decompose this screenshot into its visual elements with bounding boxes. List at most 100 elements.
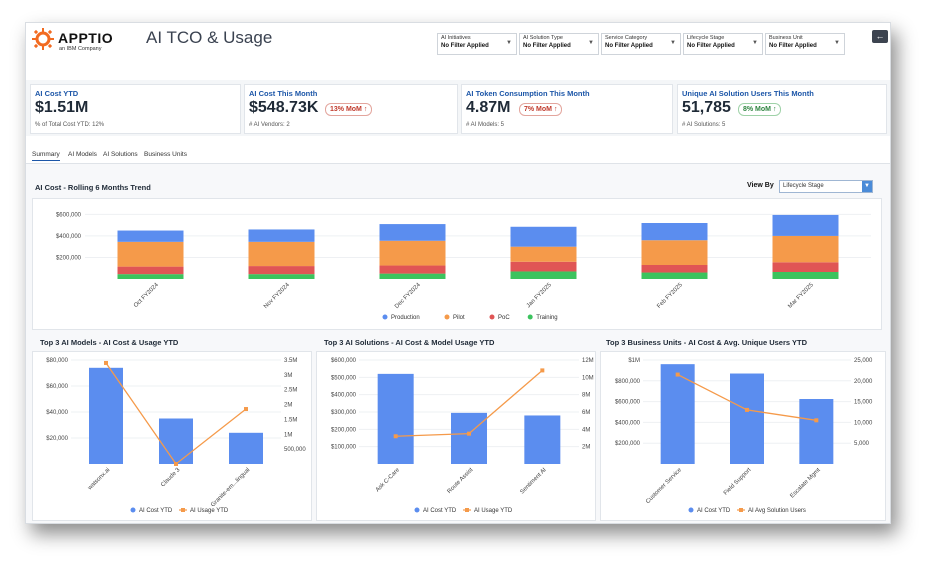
legend-marker [130,507,136,513]
bar-segment-pilot [772,235,839,263]
y-left-tick-label: $100,000 [331,445,357,451]
arrow-left-icon: ← [875,31,885,41]
kpi-subtext: # AI Models: 5 [466,122,505,128]
y-left-tick-label: $60,000 [46,384,68,390]
line-point [174,462,178,466]
bar-segment-training [248,274,315,279]
y-left-tick-label: $600,000 [615,400,641,406]
legend-marker [382,314,388,320]
filter-value: No Filter Applied [687,43,735,49]
y-right-tick-label: 500,000 [284,447,306,453]
tab-ai-models[interactable]: AI Models [68,151,97,158]
filter-ai-initiatives[interactable]: AI Initiatives No Filter Applied ▼ [437,33,517,55]
tab-bar: Summary AI Models AI Solutions Business … [26,149,890,164]
bar [89,367,123,464]
y-right-tick-label: 25,000 [854,358,873,364]
view-by-select[interactable]: Lifecycle Stage ▼ [779,180,873,193]
business-units-chart-title: Top 3 Business Units - AI Cost & Avg. Un… [606,338,808,347]
bar-segment-production [641,223,708,241]
legend-marker [181,508,185,512]
chevron-down-icon: ▼ [752,40,758,46]
y-right-tick-label: 1M [284,432,292,438]
filter-value: No Filter Applied [769,43,817,49]
tab-business-units[interactable]: Business Units [144,151,187,158]
legend-label: AI Cost YTD [423,508,457,514]
bar-segment-poc [117,266,184,275]
bar-segment-pilot [248,241,315,267]
legend-label: Production [391,315,420,321]
header-bar: APPTIO an IBM Company AI TCO & Usage AI … [26,23,890,63]
y-right-tick-label: 2.5M [284,388,297,394]
line-point [540,368,545,373]
y-right-tick-label: 6M [582,410,590,416]
kpi-subtext: # AI Vendors: 2 [249,122,290,128]
line-point [814,418,819,423]
logo-wordmark: APPTIO [58,30,114,46]
kpi-ai-cost-ytd: AI Cost YTD $1.51M % of Total Cost YTD: … [30,84,241,134]
kpi-value: 51,785 [682,99,731,116]
chevron-down-icon: ▼ [862,181,872,192]
filter-label: AI Initiatives [441,35,471,41]
bar [229,432,263,464]
kpi-ai-token-consumption: AI Token Consumption This Month 4.87M 7%… [461,84,673,134]
business-units-chart-panel: $200,000 $400,000 $600,000 $800,000 $1M 5,000… [600,351,886,521]
filter-label: Lifecycle Stage [687,35,725,41]
legend-label: AI Avg Solution Users [748,508,806,514]
x-tick-label: Sentiment AI [519,467,548,496]
y-tick-label: $400,000 [56,234,82,240]
legend-label: Pilot [453,315,465,321]
x-tick-label: Granite-em...lingual [210,467,251,508]
y-right-tick-label: 10,000 [854,420,873,426]
tab-ai-solutions[interactable]: AI Solutions [103,151,138,158]
kpi-unique-users: Unique AI Solution Users This Month 51,7… [677,84,887,134]
bar-segment-training [510,271,577,279]
kpi-value: $1.51M [35,99,89,116]
view-by-value: Lifecycle Stage [783,183,824,189]
kpi-title: AI Token Consumption This Month [466,89,590,98]
line-point [675,372,680,377]
line-point [104,360,108,365]
bar-segment-poc [641,265,708,273]
trend-chart-title: AI Cost - Rolling 6 Months Trend [35,183,151,192]
filter-ai-solution-type[interactable]: AI Solution Type No Filter Applied ▼ [519,33,599,55]
filter-lifecycle-stage[interactable]: Lifecycle Stage No Filter Applied ▼ [683,33,763,55]
bar-segment-training [641,272,708,279]
filter-value: No Filter Applied [523,43,571,49]
kpi-value: $548.73K [249,99,319,116]
back-button[interactable]: ← [872,30,888,43]
mom-badge: 7% MoM ↑ [519,103,563,116]
y-right-tick-label: 2M [582,445,590,451]
bar-segment-training [117,274,184,279]
legend-marker [527,314,533,320]
bar-segment-poc [248,266,315,275]
legend-marker [489,314,495,320]
x-tick-label: Customer Service [645,467,683,505]
y-left-tick-label: $400,000 [331,393,357,399]
legend-marker [688,507,694,513]
filter-business-unit[interactable]: Business Unit No Filter Applied ▼ [765,33,845,55]
mom-badge: 8% MoM ↑ [738,103,782,116]
y-right-tick-label: 8M [582,393,590,399]
kpi-subtext: % of Total Cost YTD: 12% [35,122,105,128]
y-left-tick-label: $200,000 [331,427,357,433]
x-tick-label: Jan FY2025 [526,282,554,310]
legend-label: Training [536,315,557,321]
bar-segment-pilot [379,240,446,266]
y-left-tick-label: $20,000 [46,436,68,442]
y-right-tick-label: 12M [582,358,594,364]
page-title: AI TCO & Usage [146,28,273,47]
business-units-chart: $200,000 $400,000 $600,000 $800,000 $1M 5,000… [615,358,873,514]
filter-service-category[interactable]: Service Category No Filter Applied ▼ [601,33,681,55]
y-right-tick-label: 2M [284,403,292,409]
trend-chart-panel: $200,000 $400,000 $600,000 Oct FY2024 Nov FY… [32,198,882,330]
x-tick-label: Feb FY2025 [656,282,684,310]
chevron-down-icon: ▼ [670,40,676,46]
chevron-down-icon: ▼ [588,40,594,46]
kpi-ai-cost-this-month: AI Cost This Month $548.73K 13% MoM ↑ # … [244,84,458,134]
x-tick-label: Claude 3 [160,467,182,489]
x-tick-label: watsonx.ai [86,467,111,492]
bar [377,373,414,464]
line-point [393,434,398,439]
tab-summary[interactable]: Summary [32,151,60,161]
y-right-tick-label: 20,000 [854,379,873,385]
